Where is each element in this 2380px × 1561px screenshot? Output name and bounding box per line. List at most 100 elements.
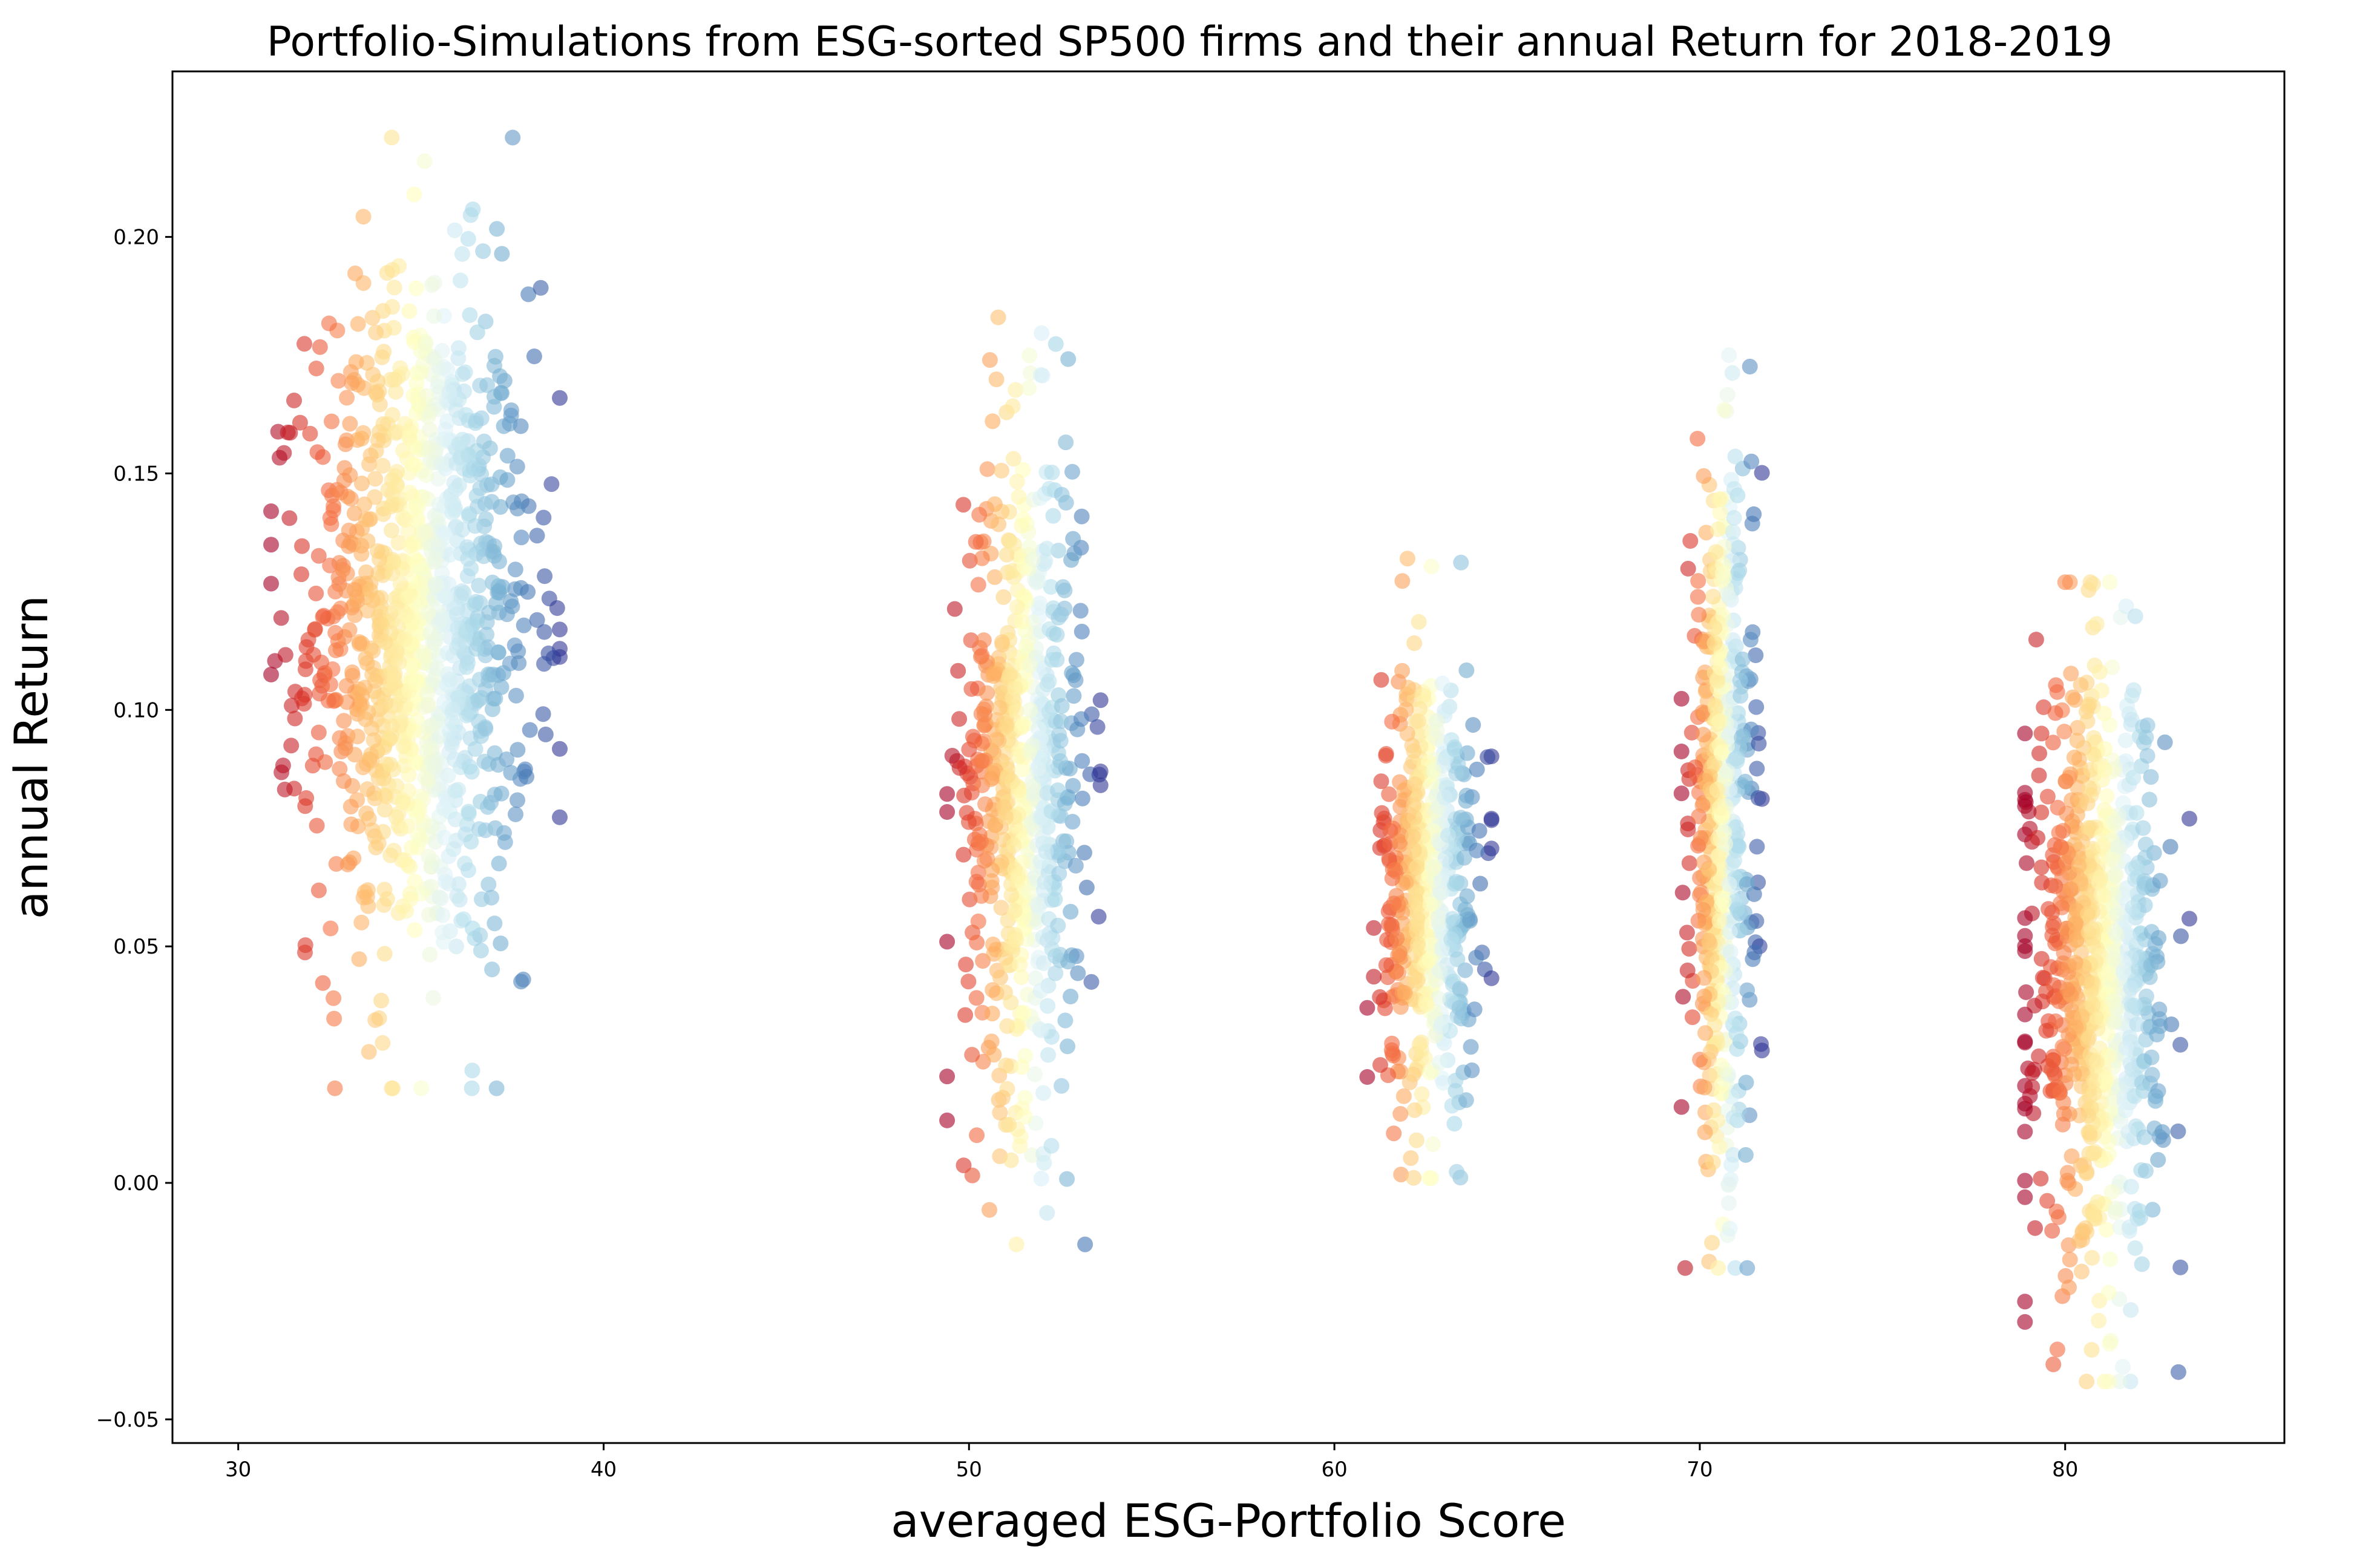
scatter-point bbox=[407, 922, 423, 938]
scatter-point bbox=[976, 852, 992, 869]
scatter-point bbox=[1451, 1000, 1467, 1016]
scatter-point bbox=[377, 634, 393, 650]
scatter-point bbox=[1716, 825, 1733, 840]
scatter-point bbox=[2068, 1019, 2084, 1035]
scatter-point bbox=[401, 303, 418, 319]
scatter-point bbox=[1007, 680, 1023, 696]
scatter-point bbox=[1457, 962, 1474, 978]
scatter-point bbox=[1050, 917, 1066, 934]
scatter-point bbox=[976, 701, 992, 718]
scatter-point bbox=[1684, 1009, 1700, 1026]
scatter-point bbox=[1044, 652, 1060, 668]
scatter-point bbox=[988, 731, 1005, 748]
scatter-point bbox=[2084, 921, 2100, 938]
scatter-point bbox=[1748, 699, 1765, 715]
scatter-point bbox=[444, 505, 461, 521]
scatter-point bbox=[297, 944, 313, 961]
scatter-point bbox=[2067, 955, 2083, 971]
scatter-point bbox=[454, 583, 470, 599]
scatter-point bbox=[2102, 574, 2118, 591]
scatter-point bbox=[1387, 862, 1403, 878]
scatter-point bbox=[2031, 1048, 2047, 1064]
scatter-point bbox=[475, 243, 491, 260]
scatter-point bbox=[507, 581, 523, 597]
scatter-point bbox=[2095, 837, 2111, 854]
scatter-point bbox=[1068, 652, 1084, 668]
scatter-point bbox=[297, 336, 312, 352]
scatter-point bbox=[2033, 859, 2050, 875]
scatter-point bbox=[2105, 993, 2121, 1009]
scatter-point bbox=[489, 221, 505, 237]
scatter-point bbox=[1697, 1124, 1713, 1140]
scatter-point bbox=[2105, 1014, 2122, 1030]
scatter-point bbox=[2096, 762, 2113, 778]
scatter-point bbox=[2083, 1342, 2100, 1358]
scatter-point bbox=[2085, 576, 2101, 592]
scatter-point bbox=[1705, 1154, 1721, 1171]
scatter-point bbox=[327, 624, 344, 641]
scatter-point bbox=[1057, 1012, 1074, 1029]
scatter-point bbox=[1053, 713, 1069, 729]
scatter-point bbox=[1722, 944, 1739, 960]
scatter-point bbox=[1437, 850, 1454, 866]
scatter-point bbox=[405, 722, 422, 739]
scatter-point bbox=[353, 914, 370, 931]
scatter-point bbox=[964, 1167, 980, 1183]
scatter-point bbox=[1450, 756, 1466, 772]
scatter-point bbox=[461, 803, 477, 820]
scatter-point bbox=[1410, 713, 1426, 729]
scatter-point bbox=[2065, 689, 2081, 705]
scatter-point bbox=[272, 450, 287, 466]
x-tick-label: 60 bbox=[1321, 1458, 1347, 1482]
scatter-point bbox=[1710, 1260, 1726, 1276]
scatter-point bbox=[533, 280, 549, 296]
scatter-point bbox=[2083, 820, 2099, 836]
scatter-point bbox=[2137, 836, 2154, 852]
scatter-point bbox=[1044, 464, 1060, 480]
scatter-point bbox=[2017, 1124, 2033, 1140]
scatter-point bbox=[387, 468, 403, 484]
scatter-point bbox=[431, 889, 448, 906]
scatter-point bbox=[1041, 673, 1057, 689]
scatter-point bbox=[1411, 614, 1427, 630]
scatter-point bbox=[939, 1068, 956, 1085]
scatter-point bbox=[1009, 1018, 1026, 1034]
scatter-point bbox=[293, 690, 310, 707]
scatter-point bbox=[2149, 1026, 2165, 1042]
scatter-point bbox=[2051, 825, 2067, 841]
scatter-point bbox=[994, 462, 1009, 479]
scatter-point bbox=[1386, 1125, 1402, 1142]
scatter-point bbox=[1393, 1167, 1409, 1183]
scatter-point bbox=[1405, 828, 1421, 845]
scatter-point bbox=[2017, 1173, 2033, 1189]
scatter-point bbox=[1435, 1075, 1452, 1091]
scatter-point bbox=[361, 1044, 377, 1060]
scatter-point bbox=[420, 604, 436, 621]
scatter-point bbox=[443, 486, 459, 503]
scatter-point bbox=[1043, 1137, 1060, 1154]
y-tick-label: −0.05 bbox=[96, 1408, 159, 1432]
scatter-point bbox=[322, 510, 338, 526]
scatter-point bbox=[2033, 1171, 2049, 1186]
scatter-point bbox=[1690, 589, 1706, 605]
scatter-point bbox=[510, 792, 525, 808]
scatter-point bbox=[2090, 1194, 2106, 1210]
scatter-point bbox=[1000, 768, 1016, 784]
scatter-point bbox=[406, 186, 422, 203]
scatter-point bbox=[2108, 1200, 2123, 1217]
scatter-point bbox=[522, 722, 538, 738]
scatter-point bbox=[1706, 620, 1723, 636]
scatter-point bbox=[2100, 965, 2117, 981]
scatter-point bbox=[1051, 727, 1067, 742]
scatter-point bbox=[2137, 875, 2153, 892]
scatter-point bbox=[342, 416, 358, 432]
scatter-point bbox=[2079, 1373, 2095, 1390]
scatter-point bbox=[2053, 840, 2070, 856]
scatter-point bbox=[1453, 554, 1469, 571]
scatter-point bbox=[510, 742, 526, 758]
scatter-point bbox=[1051, 865, 1067, 882]
scatter-point bbox=[1440, 827, 1457, 843]
scatter-point bbox=[410, 499, 426, 515]
scatter-point bbox=[401, 767, 417, 783]
scatter-point bbox=[1406, 635, 1423, 651]
